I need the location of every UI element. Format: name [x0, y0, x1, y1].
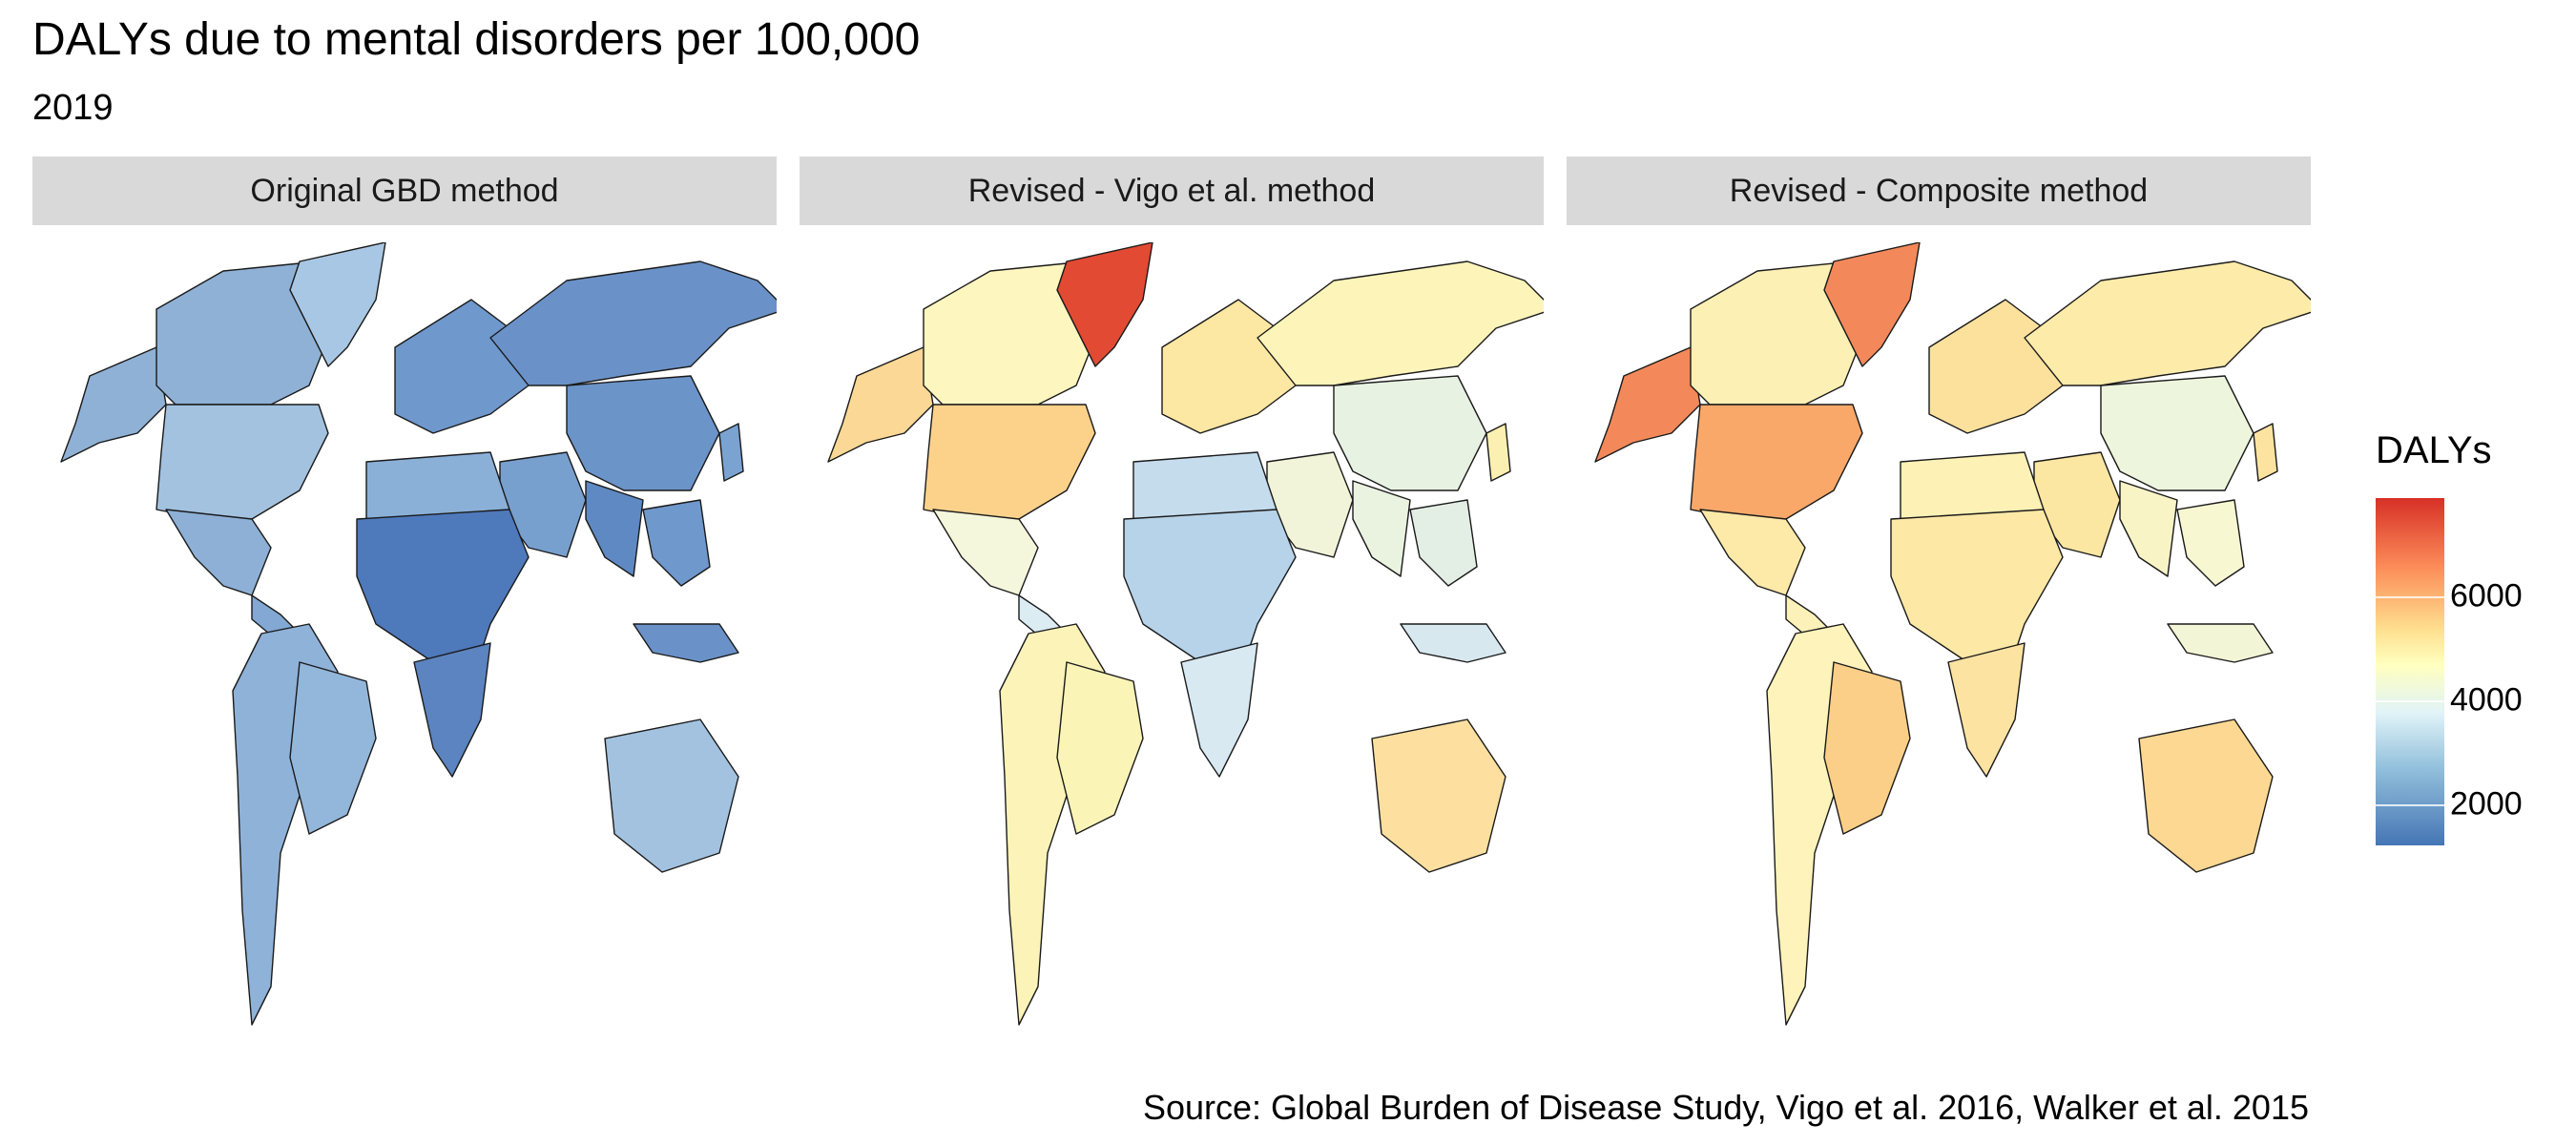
- source-caption: Source: Global Burden of Disease Study, …: [1142, 1088, 2309, 1127]
- chart-title: DALYs due to mental disorders per 100,00…: [32, 14, 921, 65]
- world-map: [60, 242, 777, 1026]
- region-india: [2119, 480, 2178, 577]
- region-usa: [923, 404, 1096, 520]
- legend-tick-mark: [2376, 803, 2444, 806]
- region-russia: [1257, 260, 1544, 386]
- region-indonesia: [1400, 623, 1506, 663]
- region-greenland: [289, 242, 386, 367]
- world-map: [1594, 242, 2311, 1026]
- region-alaska: [1594, 346, 1701, 463]
- legend-tick-label: 6000: [2450, 577, 2523, 614]
- legend-title: DALYs: [2376, 429, 2492, 471]
- legend-tick-label: 2000: [2450, 785, 2523, 822]
- region-southafrica: [1180, 642, 1258, 778]
- map-panel-vigo: [800, 242, 1544, 1044]
- panel-strip-vigo: Revised - Vigo et al. method: [800, 156, 1544, 225]
- region-australia: [604, 718, 739, 873]
- region-mexico: [1699, 509, 1806, 596]
- region-usa: [156, 404, 329, 520]
- region-usa: [1690, 404, 1863, 520]
- region-japan: [718, 423, 744, 482]
- region-russia: [489, 260, 777, 386]
- panel-strip-original: Original GBD method: [32, 156, 777, 225]
- region-india: [585, 480, 644, 577]
- region-europe: [394, 299, 530, 434]
- legend: DALYs 2000 4000 6000: [2366, 429, 2557, 868]
- region-alaska: [827, 346, 934, 463]
- region-seasia: [2176, 499, 2245, 587]
- panel-strip-composite: Revised - Composite method: [1567, 156, 2311, 225]
- legend-tick-mark: [2376, 596, 2444, 599]
- region-brazil: [1823, 661, 1911, 835]
- region-asia: [1333, 375, 1487, 491]
- region-brazil: [289, 661, 377, 835]
- chart-subtitle: 2019: [32, 88, 114, 128]
- region-europe: [1161, 299, 1297, 434]
- region-seasia: [1409, 499, 1478, 587]
- region-asia: [566, 375, 720, 491]
- legend-tick-label: 4000: [2450, 681, 2523, 718]
- region-japan: [2253, 423, 2278, 482]
- region-alaska: [60, 346, 167, 463]
- region-india: [1352, 480, 1411, 577]
- region-southafrica: [1947, 642, 2025, 778]
- map-panel-original: [32, 242, 777, 1044]
- region-seasia: [642, 499, 711, 587]
- map-panel-composite: [1567, 242, 2311, 1044]
- region-europe: [1928, 299, 2064, 434]
- region-asia: [2100, 375, 2254, 491]
- region-australia: [1371, 718, 1506, 873]
- region-brazil: [1056, 661, 1144, 835]
- region-russia: [2024, 260, 2311, 386]
- legend-colorbar: [2376, 498, 2444, 845]
- legend-tick-mark: [2376, 699, 2444, 702]
- region-greenland: [1823, 242, 1921, 367]
- region-greenland: [1056, 242, 1153, 367]
- world-map: [827, 242, 1544, 1026]
- region-mexico: [165, 509, 272, 596]
- region-indonesia: [633, 623, 739, 663]
- region-australia: [2138, 718, 2274, 873]
- region-mexico: [932, 509, 1039, 596]
- region-indonesia: [2167, 623, 2274, 663]
- region-japan: [1485, 423, 1511, 482]
- region-southafrica: [413, 642, 491, 778]
